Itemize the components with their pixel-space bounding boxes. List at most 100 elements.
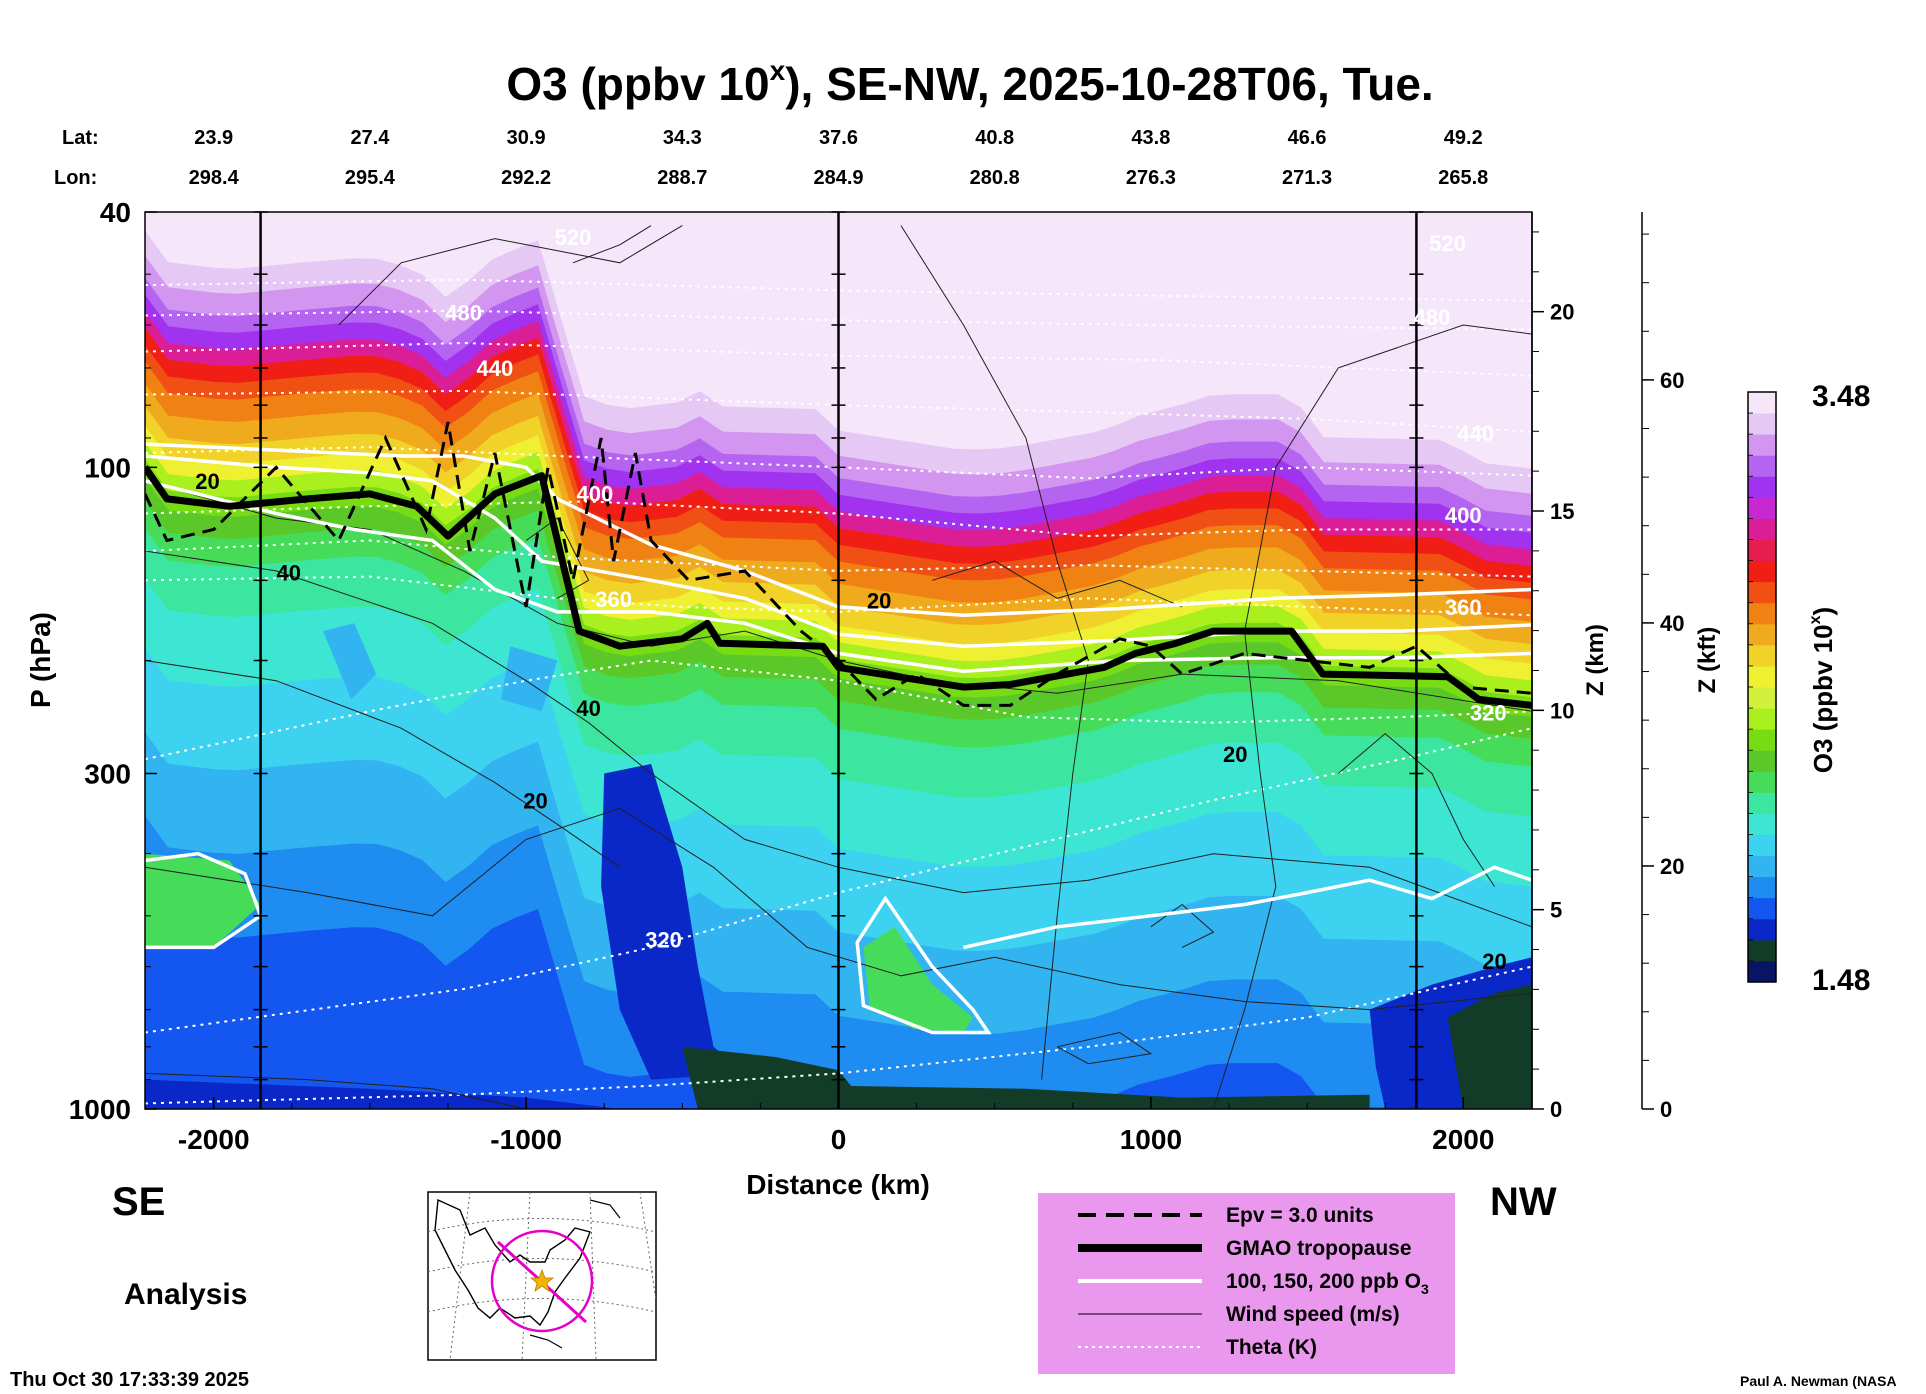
- ozone-blob: [601, 764, 745, 1080]
- colorbar-swatch: [1748, 897, 1776, 920]
- colorbar-swatch: [1748, 792, 1776, 814]
- y-axis-label: P (hPa): [25, 612, 56, 708]
- theta-label: 520: [1429, 231, 1466, 256]
- lat-value: 40.8: [975, 127, 1014, 149]
- colorbar-swatch: [1748, 708, 1776, 730]
- ozone-ppb-contour: [145, 479, 1532, 674]
- wind-speed-contour: [932, 560, 1183, 608]
- colorbar-swatch: [1748, 518, 1776, 540]
- theta-label: 360: [595, 587, 632, 612]
- lon-value: 265.8: [1438, 167, 1488, 189]
- colorbar-swatch: [1748, 644, 1776, 667]
- theta-label: 360: [1445, 595, 1482, 620]
- epv-contour: [145, 421, 1532, 707]
- legend-subscript: 3: [1421, 1281, 1429, 1297]
- wind-speed-contour: [572, 225, 652, 264]
- z-km-tick-label: 15: [1550, 499, 1574, 524]
- ozone-ppb-contour: [145, 851, 263, 950]
- z-km-axis: 0 5 10 15 20: [1531, 212, 1574, 1122]
- direction-right: NW: [1490, 1180, 1557, 1224]
- colorbar-swatch: [1748, 813, 1776, 835]
- colorbar-max-label: 3.48: [1812, 380, 1870, 413]
- lat-value: 34.3: [663, 127, 702, 149]
- colorbar-swatch: [1748, 876, 1776, 899]
- credit: Paul A. Newman (NASA: [1740, 1373, 1897, 1389]
- lat-value: 37.6: [819, 127, 858, 149]
- ozone-blob: [145, 853, 261, 948]
- vertical-station-markers: [253, 211, 1424, 1109]
- colorbar-swatch: [1748, 665, 1776, 688]
- colorbar-swatch: [1748, 497, 1776, 519]
- lon-value: 271.3: [1282, 167, 1332, 189]
- theta-label: 320: [1470, 700, 1507, 725]
- y-tick-label: 100: [84, 452, 131, 483]
- ozone-band: [145, 899, 1441, 1109]
- lat-value: 49.2: [1444, 127, 1483, 149]
- colorbar-min-label: 1.48: [1812, 964, 1870, 997]
- colorbar-swatch: [1748, 750, 1776, 772]
- direction-left: SE: [112, 1180, 165, 1224]
- contour-labels: 320 360 400 440 480 520 400 440 360 320 480 520 20 40…: [195, 225, 1507, 974]
- legend-label: Wind speed (m/s): [1226, 1303, 1400, 1326]
- wind-label: 20: [1482, 949, 1506, 974]
- y-tick-label: 1000: [69, 1094, 131, 1125]
- ozone-blob: [682, 1046, 870, 1109]
- colorbar-swatch: [1748, 918, 1776, 941]
- z-kft-axis-label: Z (kft): [1694, 627, 1721, 694]
- lat-row-label: Lat:: [62, 127, 99, 149]
- colorbar: [1747, 391, 1777, 983]
- theta-contour: [145, 500, 1532, 538]
- lat-value: 46.6: [1288, 127, 1327, 149]
- lat-value: 43.8: [1131, 127, 1170, 149]
- ozone-blob: [1447, 984, 1532, 1109]
- ozone-ppb-contour: [963, 865, 1532, 950]
- colorbar-swatch: [1748, 602, 1776, 625]
- lon-value: 288.7: [657, 167, 707, 189]
- x-tick-label: -1000: [490, 1124, 562, 1155]
- z-kft-tick-label: 40: [1660, 611, 1684, 636]
- colorbar-swatch: [1748, 455, 1776, 477]
- ozone-blob: [838, 1085, 1370, 1109]
- ozone-blob: [501, 646, 558, 712]
- theta-label: 440: [1457, 421, 1494, 446]
- z-km-tick-label: 10: [1550, 698, 1574, 723]
- z-kft-tick-label: 20: [1660, 854, 1684, 879]
- wind-speed-contour: [525, 517, 590, 599]
- z-km-tick-label: 0: [1550, 1097, 1562, 1122]
- lon-value: 295.4: [345, 167, 396, 189]
- colorbar-swatch: [1748, 413, 1776, 435]
- legend-label: 100, 150, 200 ppb O3: [1226, 1270, 1429, 1297]
- z-kft-axis: 0 20 40 60: [1641, 212, 1684, 1122]
- z-kft-tick-label: 0: [1660, 1097, 1672, 1122]
- colorbar-swatch: [1748, 476, 1776, 498]
- center-star-icon: [529, 1268, 555, 1292]
- wind-speed-contour: [338, 225, 683, 326]
- ozone-blob: [863, 926, 973, 1033]
- colorbar-swatch: [1748, 771, 1776, 793]
- colorbar-swatch: [1748, 560, 1776, 583]
- wind-label: 40: [276, 560, 300, 585]
- theta-contour: [145, 575, 1532, 617]
- theta-contour: [145, 539, 1532, 578]
- ozone-blob: [145, 1079, 620, 1109]
- wind-speed-contour: [145, 1072, 527, 1109]
- y-tick-label: 40: [100, 197, 131, 228]
- theta-label: 480: [1414, 305, 1451, 330]
- colorbar-swatch: [1748, 729, 1776, 751]
- wind-label: 20: [867, 589, 891, 614]
- lon-value: 276.3: [1126, 167, 1176, 189]
- theta-contour: [145, 727, 1532, 1034]
- x-tick-label: 1000: [1120, 1124, 1182, 1155]
- lon-value: 298.4: [189, 167, 240, 189]
- x-axis: -2000 -1000 0 1000 2000: [178, 1097, 1494, 1155]
- ozone-ppb-contour: [145, 442, 1532, 617]
- colorbar-swatch: [1748, 581, 1776, 604]
- wind-speed-contour: [145, 550, 1532, 928]
- colorbar-swatch: [1748, 687, 1776, 709]
- ozone-blob: [323, 623, 377, 700]
- colorbar-swatch: [1748, 834, 1776, 857]
- x-axis-label: Distance (km): [746, 1169, 930, 1200]
- z-km-axis-label: Z (km): [1582, 624, 1609, 696]
- lon-value: 280.8: [970, 167, 1020, 189]
